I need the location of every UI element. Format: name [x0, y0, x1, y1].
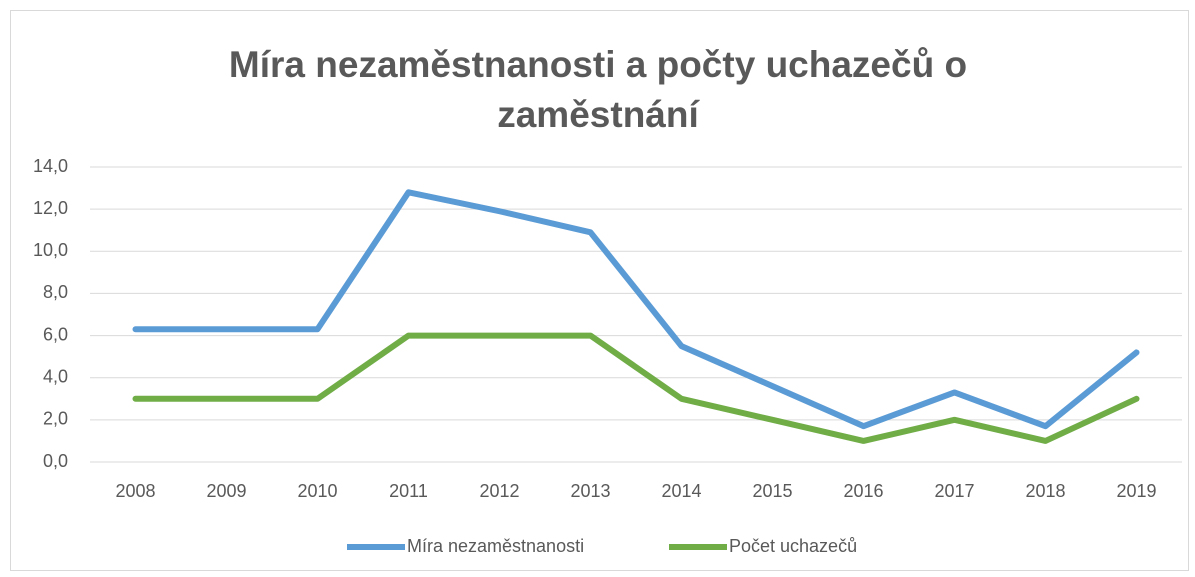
line-series — [132, 332, 1140, 444]
x-tick-label: 2014 — [661, 481, 701, 501]
y-tick-label: 8,0 — [43, 282, 68, 302]
y-tick-label: 12,0 — [33, 198, 68, 218]
line-series — [132, 189, 1140, 430]
x-tick-label: 2008 — [115, 481, 155, 501]
x-tick-label: 2016 — [843, 481, 883, 501]
x-tick-label: 2009 — [206, 481, 246, 501]
x-tick-label: 2018 — [1025, 481, 1065, 501]
legend-label: Míra nezaměstnanosti — [407, 536, 584, 556]
x-tick-label: 2017 — [934, 481, 974, 501]
y-tick-label: 2,0 — [43, 409, 68, 429]
x-tick-label: 2015 — [752, 481, 792, 501]
x-tick-label: 2013 — [570, 481, 610, 501]
x-tick-label: 2010 — [297, 481, 337, 501]
y-tick-label: 6,0 — [43, 324, 68, 344]
x-tick-label: 2019 — [1116, 481, 1156, 501]
y-tick-label: 4,0 — [43, 366, 68, 386]
y-tick-label: 10,0 — [33, 240, 68, 260]
y-tick-label: 14,0 — [33, 156, 68, 176]
chart-title: Míra nezaměstnanosti a počty uchazečů o … — [228, 44, 968, 135]
x-tick-label: 2012 — [479, 481, 519, 501]
legend-label: Počet uchazečů — [729, 536, 857, 556]
x-tick-label: 2011 — [389, 481, 428, 501]
y-tick-label: 0,0 — [43, 451, 68, 471]
chart-border — [10, 10, 1189, 571]
